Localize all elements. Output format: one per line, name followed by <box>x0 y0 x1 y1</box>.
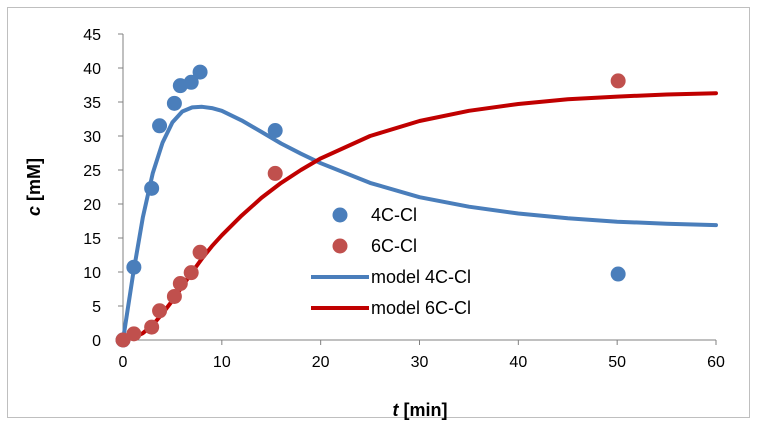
legend-entry-label: 4C-Cl <box>371 205 417 225</box>
legend-marker <box>332 238 348 254</box>
y-tick-label: 35 <box>83 95 101 112</box>
y-tick-label: 25 <box>83 163 101 180</box>
x-tick-label: 10 <box>213 354 231 371</box>
legend-entry-label: model 6C-Cl <box>371 298 471 318</box>
data-point-6c-cl <box>115 332 131 348</box>
chart-border <box>7 7 750 418</box>
data-point-4c-cl <box>166 95 182 111</box>
data-point-4c-cl <box>192 64 208 80</box>
plot-area: 0 5 10 15 20 25 30 35 40 45 0 10 20 30 40 50 60 <box>83 27 725 371</box>
data-point-4c-cl <box>610 266 626 282</box>
y-axis-label: c [mM] <box>24 158 44 216</box>
y-tick-label: 10 <box>83 265 101 282</box>
x-tick-label: 20 <box>312 354 330 371</box>
x-axis-label: t [min] <box>392 400 447 420</box>
y-tick-label: 0 <box>92 333 101 350</box>
y-axis-var: c <box>24 206 44 216</box>
y-tick-label: 20 <box>83 197 101 214</box>
x-tick-label: 0 <box>119 354 128 371</box>
y-tick-label: 45 <box>83 27 101 44</box>
data-point-6c-cl <box>192 244 208 260</box>
data-point-4c-cl <box>144 180 160 196</box>
data-point-6c-cl <box>610 73 626 89</box>
legend: 4C-Cl 6C-Cl model 4C-Cl model 6C-Cl <box>311 205 471 318</box>
legend-entry-label: 6C-Cl <box>371 236 417 256</box>
data-point-4c-cl <box>152 118 168 134</box>
data-point-6c-cl <box>183 265 199 281</box>
data-point-4c-cl <box>183 74 199 90</box>
legend-marker <box>332 207 348 223</box>
y-tick-label: 40 <box>83 61 101 78</box>
data-point-6c-cl <box>166 288 182 304</box>
data-point-6c-cl <box>172 276 188 292</box>
x-tick-label: 50 <box>608 354 626 371</box>
data-point-6c-cl <box>152 303 168 319</box>
y-tick-label: 30 <box>83 129 101 146</box>
data-point-4c-cl <box>126 259 142 275</box>
data-point-6c-cl <box>144 319 160 335</box>
y-tick-label: 5 <box>92 299 101 316</box>
legend-entry-label: model 4C-Cl <box>371 267 471 287</box>
x-tick-label: 60 <box>707 354 725 371</box>
y-tick-label: 15 <box>83 231 101 248</box>
x-tick-label: 30 <box>411 354 429 371</box>
series-line-model-4c-cl <box>121 104 718 342</box>
data-point-6c-cl <box>126 326 142 342</box>
x-tick-label: 40 <box>509 354 527 371</box>
y-axis-unit: [mM] <box>24 158 44 201</box>
data-point-4c-cl <box>267 123 283 139</box>
data-point-6c-cl <box>267 165 283 181</box>
x-axis-var: t <box>392 400 399 420</box>
x-axis-unit: [min] <box>404 400 448 420</box>
